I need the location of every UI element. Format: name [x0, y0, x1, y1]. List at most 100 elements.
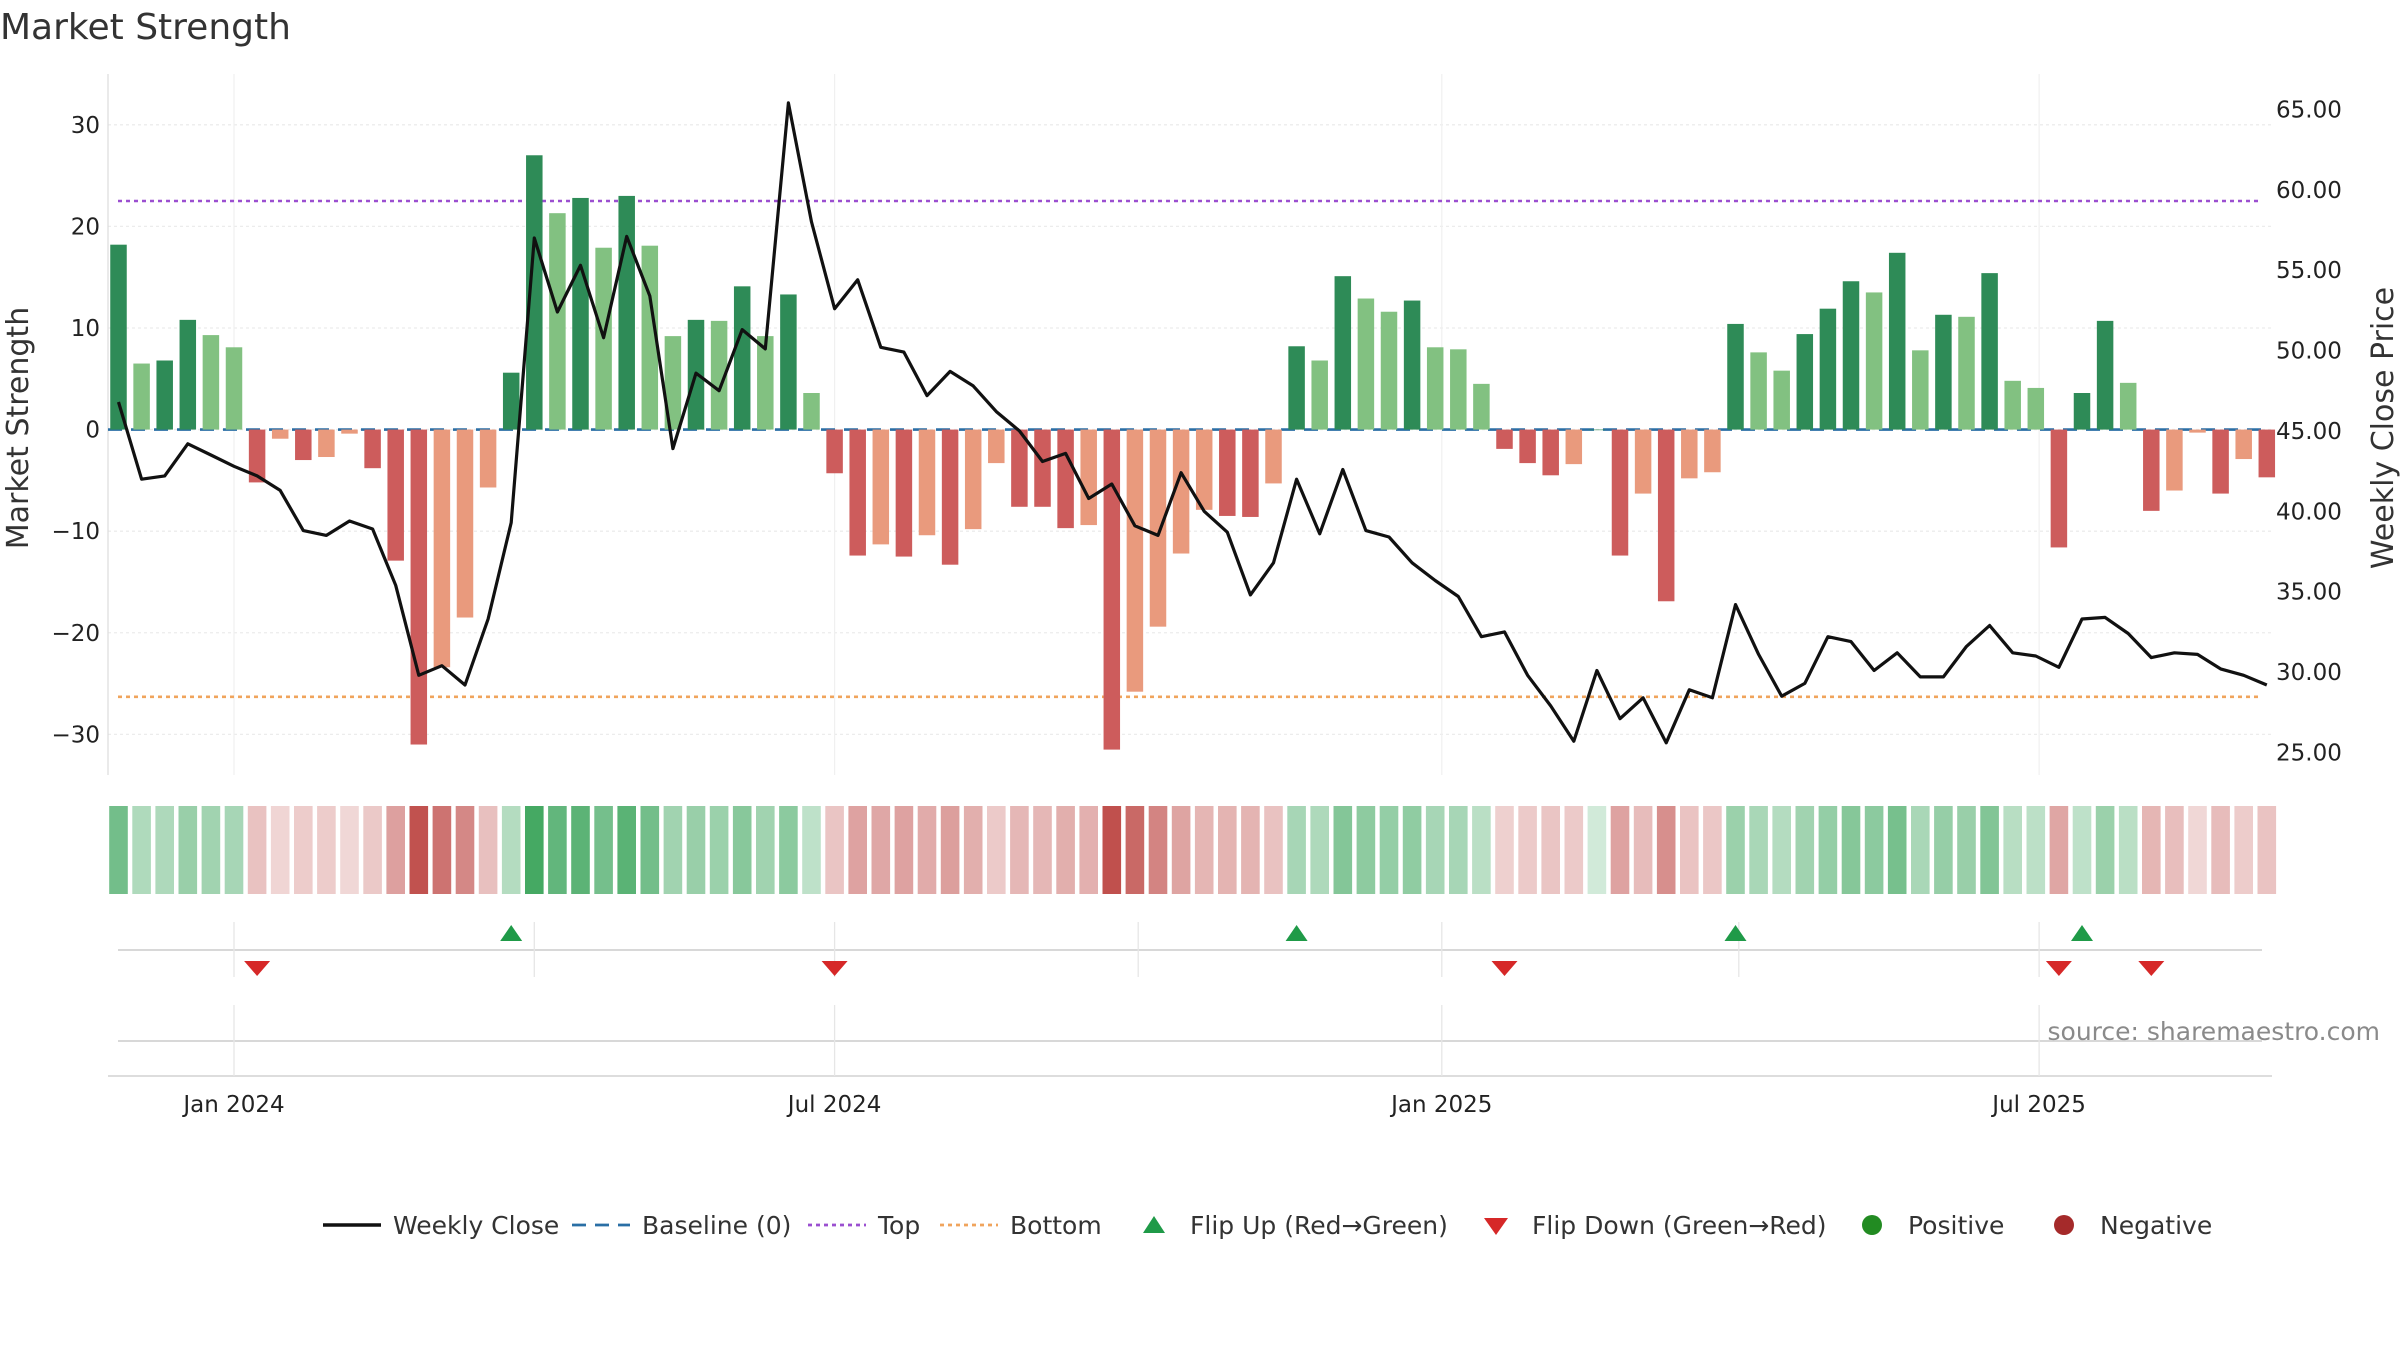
heat-cell	[386, 806, 405, 894]
strength-bar	[1681, 429, 1698, 479]
legend-circle-icon	[2054, 1215, 2074, 1235]
legend-label: Negative	[2100, 1211, 2212, 1240]
strength-bar	[895, 429, 913, 557]
strength-bar	[1750, 352, 1767, 430]
heat-cell	[548, 806, 567, 894]
strength-bar	[2096, 320, 2114, 430]
heat-cell	[2211, 806, 2230, 894]
heat-cell	[455, 806, 475, 894]
strength-bar	[2166, 429, 2183, 491]
strength-bar	[2212, 429, 2229, 494]
strength-bar	[1773, 370, 1790, 430]
x-tick-label: Jul 2024	[786, 1092, 882, 1118]
heat-cell	[109, 806, 128, 894]
strength-bar	[2235, 429, 2252, 460]
strength-bar	[1034, 429, 1051, 507]
heat-cell	[2026, 806, 2046, 894]
strength-bar	[1819, 308, 1837, 430]
y-right-tick-label: 30.00	[2276, 660, 2342, 686]
heat-cell	[1171, 806, 1191, 894]
strength-bar	[1842, 281, 1860, 430]
weekly-close-series	[116, 101, 2268, 745]
heat-cell	[1310, 806, 1329, 894]
strength-bar	[433, 429, 451, 668]
heat-cell	[1056, 806, 1075, 894]
heat-cell	[1749, 806, 1768, 894]
strength-bar	[1958, 316, 1975, 430]
heat-cell	[2003, 806, 2022, 894]
heat-cell	[1425, 806, 1445, 894]
strength-bar	[572, 197, 589, 430]
strength-bar	[1704, 429, 1721, 473]
heat-cell	[1218, 806, 1237, 894]
y-left-tick-label: −30	[51, 722, 100, 748]
heat-cell	[871, 806, 891, 894]
strength-bar	[1611, 429, 1629, 556]
legend-label: Baseline (0)	[642, 1211, 791, 1240]
legend-item: Positive	[1862, 1211, 2004, 1240]
heat-cell	[2257, 806, 2277, 894]
heat-cell	[525, 806, 544, 894]
heat-cell	[663, 806, 683, 894]
strength-bar	[664, 336, 682, 430]
heat-cell	[1264, 806, 1283, 894]
heat-cell	[501, 806, 521, 894]
strength-bar	[479, 429, 497, 488]
strength-bar	[271, 429, 289, 439]
strength-bar	[1103, 429, 1121, 750]
strength-bar	[733, 286, 751, 430]
heat-cell	[2118, 806, 2138, 894]
strength-bar	[918, 429, 936, 536]
heat-cell	[571, 806, 590, 894]
strength-bar	[1935, 314, 1952, 430]
heat-cell	[1356, 806, 1376, 894]
strength-bar	[710, 320, 728, 430]
strength-bar	[2189, 429, 2206, 433]
heat-cell	[1726, 806, 1745, 894]
strength-bar	[964, 429, 982, 530]
y-left-tick-label: −20	[51, 621, 100, 647]
flip-down-marker	[821, 961, 848, 976]
legend-flip-up-icon	[1143, 1216, 1165, 1233]
strength-bar	[202, 335, 220, 430]
heat-cell	[1841, 806, 1861, 894]
legend-item: Flip Down (Green→Red)	[1484, 1211, 1827, 1240]
heat-cell	[987, 806, 1006, 894]
heat-cell	[2049, 806, 2069, 894]
strength-bar	[1380, 311, 1398, 430]
heat-cell	[2188, 806, 2207, 894]
heat-cell	[2095, 806, 2115, 894]
heat-cell	[1818, 806, 1838, 894]
legend-item: Top	[808, 1211, 920, 1240]
heat-cell	[317, 806, 336, 894]
heat-cell	[1125, 806, 1145, 894]
strength-bars	[110, 155, 2276, 750]
strength-bar	[2143, 429, 2160, 511]
heat-cell	[2072, 806, 2092, 894]
heat-cell	[617, 806, 636, 894]
strength-bar	[780, 294, 797, 430]
strength-bar	[549, 213, 566, 430]
y-axis-ticks: 30 20 10 0 −10 −20 −30 65.00 60.00 55.00 50.00 45.0…	[51, 97, 2341, 766]
heat-cell	[1610, 806, 1630, 894]
strength-bar	[225, 347, 243, 430]
y-axis-right-title: Weekly Close Price	[2366, 287, 2400, 569]
strength-bar	[1912, 350, 1929, 430]
strength-bar	[849, 429, 866, 556]
flip-down-marker	[2138, 961, 2165, 976]
strength-bar	[757, 336, 774, 430]
strength-bar	[1657, 429, 1675, 602]
y-left-tick-label: 20	[71, 214, 100, 240]
heat-cell	[686, 806, 706, 894]
heat-cell	[1656, 806, 1676, 894]
heat-cell	[1680, 806, 1699, 894]
strength-bar	[1057, 429, 1074, 529]
strength-bar	[1473, 383, 1490, 430]
legend-item: Bottom	[940, 1211, 1102, 1240]
heat-cell	[1241, 806, 1260, 894]
strength-bar	[988, 429, 1005, 464]
strength-bar	[941, 429, 959, 565]
strength-bar	[1219, 429, 1236, 516]
flip-up-marker	[1724, 925, 1747, 941]
